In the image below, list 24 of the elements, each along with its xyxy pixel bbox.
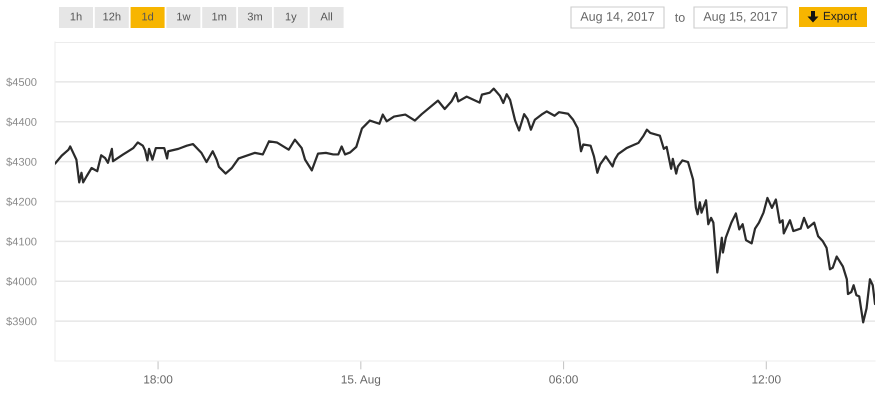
y-tick-label: $4500 — [6, 78, 37, 87]
text: 1d — [142, 12, 154, 20]
text: 12h — [103, 12, 120, 20]
text: 3m — [248, 12, 262, 20]
text: 1m — [212, 12, 226, 20]
text: to — [674, 14, 685, 22]
x-tick-label: 12:00 — [752, 375, 781, 384]
text: All — [320, 12, 332, 20]
text: 1w — [177, 12, 191, 20]
y-tick-label: $4400 — [6, 118, 37, 127]
y-tick-label: $4100 — [6, 237, 37, 246]
text: Aug 14, 2017 — [580, 12, 654, 24]
text: 1h — [70, 12, 82, 20]
y-tick-label: $4300 — [6, 157, 37, 166]
text: 1y — [286, 12, 297, 23]
y-tick-label: $4200 — [6, 197, 37, 206]
x-tick-label: 15. Aug — [342, 375, 380, 386]
text: Aug 15, 2017 — [703, 12, 778, 24]
y-tick-label: $3900 — [6, 316, 37, 326]
line-series — [55, 88, 875, 324]
x-tick-label: 18:00 — [144, 375, 172, 384]
text: Export — [824, 12, 857, 22]
y-tick-label: $4000 — [6, 277, 37, 286]
x-tick-label: 06:00 — [549, 375, 578, 384]
